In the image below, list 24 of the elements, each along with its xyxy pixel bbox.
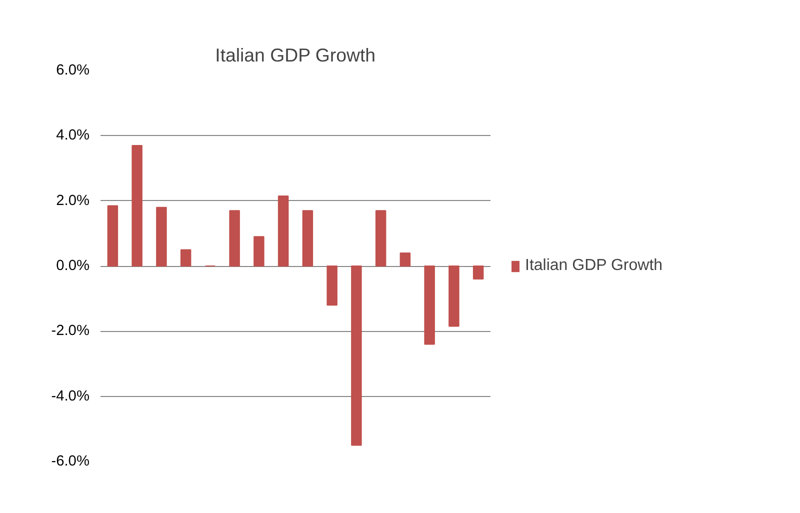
y-tick-label: 0.0% xyxy=(56,258,90,274)
bar xyxy=(254,236,264,266)
bar xyxy=(424,266,435,345)
legend-label: Italian GDP Growth xyxy=(525,256,663,274)
bar xyxy=(132,144,142,266)
bar xyxy=(351,266,362,446)
bar xyxy=(448,266,460,327)
bar xyxy=(107,205,118,266)
bar xyxy=(156,206,167,266)
bar xyxy=(400,252,411,266)
bar xyxy=(375,210,386,266)
bar xyxy=(302,210,314,266)
bar xyxy=(326,266,338,306)
y-tick-label: 6.0% xyxy=(56,62,90,78)
bar xyxy=(472,266,484,280)
y-tick-label: -4.0% xyxy=(51,388,90,404)
y-tick-label: -2.0% xyxy=(51,323,90,340)
y-tick-label: 2.0% xyxy=(56,192,90,209)
y-tick-label: -6.0% xyxy=(51,454,90,470)
y-tick-label: 4.0% xyxy=(56,128,90,144)
bar xyxy=(180,249,192,266)
chart-title: Italian GDP Growth xyxy=(215,44,376,66)
bar xyxy=(278,195,289,266)
bar xyxy=(229,210,240,266)
